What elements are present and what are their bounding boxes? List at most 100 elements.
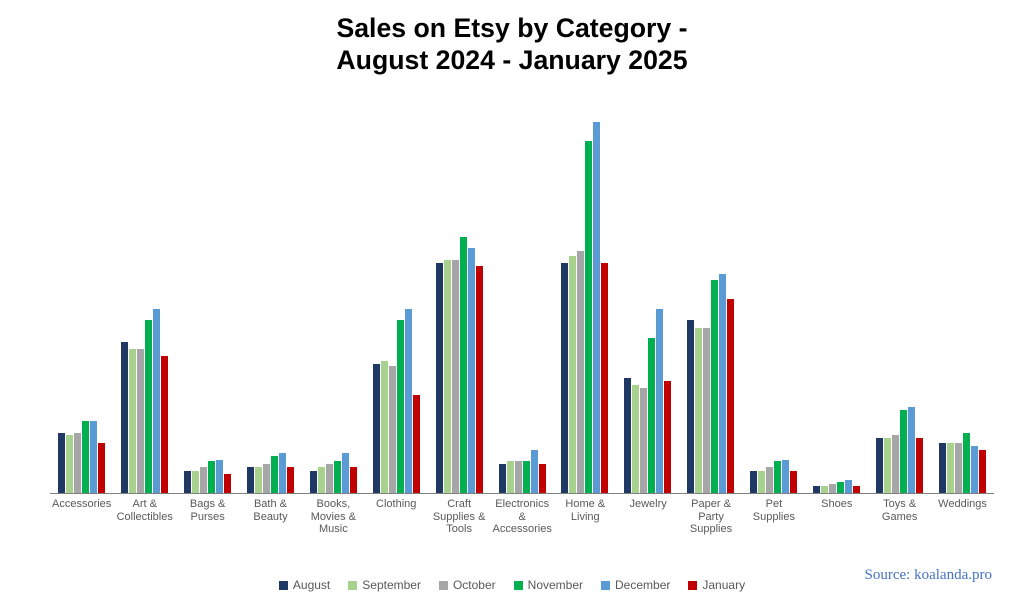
- bar-group: [113, 120, 176, 493]
- bar: [561, 263, 568, 493]
- bar: [381, 361, 388, 493]
- bar-group: [554, 120, 617, 493]
- x-axis-label: Craft Supplies & Tools: [428, 498, 491, 536]
- bar: [601, 263, 608, 493]
- bar-group: [50, 120, 113, 493]
- bar-group: [679, 120, 742, 493]
- legend-item: November: [514, 578, 583, 592]
- x-axis-label: Books, Movies & Music: [302, 498, 365, 536]
- legend-label: January: [702, 578, 745, 592]
- bars: [624, 120, 671, 493]
- bar: [216, 460, 223, 493]
- bar: [758, 471, 765, 493]
- bars: [310, 120, 357, 493]
- bar: [790, 471, 797, 493]
- bar: [656, 309, 663, 493]
- x-axis-label: Jewelry: [617, 498, 680, 536]
- legend-label: August: [293, 578, 330, 592]
- bar: [499, 464, 506, 493]
- x-axis-label: Art & Collectibles: [113, 498, 176, 536]
- bar: [145, 320, 152, 493]
- bar: [593, 122, 600, 493]
- bar: [766, 467, 773, 493]
- bar: [121, 342, 128, 493]
- bar: [569, 256, 576, 493]
- bar: [727, 299, 734, 493]
- bar: [908, 407, 915, 493]
- bars: [499, 120, 546, 493]
- legend-swatch: [439, 581, 448, 590]
- bar: [939, 443, 946, 493]
- bar: [719, 274, 726, 493]
- bars: [939, 120, 986, 493]
- bar: [821, 486, 828, 493]
- bar: [624, 378, 631, 493]
- bar: [585, 141, 592, 493]
- bar: [389, 366, 396, 493]
- bars: [58, 120, 105, 493]
- bar: [955, 443, 962, 493]
- x-axis-label: Shoes: [805, 498, 868, 536]
- legend-item: January: [688, 578, 745, 592]
- legend-label: December: [615, 578, 670, 592]
- bars: [436, 120, 483, 493]
- chart-title: Sales on Etsy by Category -August 2024 -…: [0, 12, 1024, 76]
- bar: [711, 280, 718, 493]
- x-axis-label: Home & Living: [554, 498, 617, 536]
- bars: [561, 120, 608, 493]
- bar: [648, 338, 655, 493]
- x-axis-label: Bath & Beauty: [239, 498, 302, 536]
- bar: [161, 356, 168, 493]
- bar: [74, 433, 81, 493]
- bar: [750, 471, 757, 493]
- bar: [247, 467, 254, 493]
- plot-area: [50, 120, 994, 494]
- bar-group: [931, 120, 994, 493]
- bar: [813, 486, 820, 493]
- legend-item: August: [279, 578, 330, 592]
- legend-label: October: [453, 578, 496, 592]
- bar: [342, 453, 349, 493]
- legend-item: September: [348, 578, 421, 592]
- bar: [318, 467, 325, 493]
- bar: [640, 388, 647, 493]
- bar: [90, 421, 97, 493]
- bars: [121, 120, 168, 493]
- legend-swatch: [601, 581, 610, 590]
- x-axis-label: Electronics & Accessories: [491, 498, 554, 536]
- bar: [397, 320, 404, 493]
- bar: [507, 461, 514, 493]
- bar: [66, 435, 73, 493]
- bar: [137, 349, 144, 493]
- bar: [892, 435, 899, 493]
- bar: [436, 263, 443, 493]
- bar-group: [302, 120, 365, 493]
- x-axis-label: Bags & Purses: [176, 498, 239, 536]
- bar-group: [491, 120, 554, 493]
- bar: [916, 438, 923, 493]
- x-axis-label: Pet Supplies: [742, 498, 805, 536]
- bar: [460, 237, 467, 493]
- legend-item: October: [439, 578, 496, 592]
- bar: [703, 328, 710, 493]
- bar: [774, 461, 781, 493]
- x-axis-label: Toys & Games: [868, 498, 931, 536]
- bar: [876, 438, 883, 493]
- bars: [373, 120, 420, 493]
- bar: [184, 471, 191, 493]
- bar: [539, 464, 546, 493]
- bar: [58, 433, 65, 493]
- x-axis-label: Clothing: [365, 498, 428, 536]
- bar: [853, 486, 860, 493]
- bar: [350, 467, 357, 493]
- legend-swatch: [688, 581, 697, 590]
- bar: [664, 381, 671, 493]
- bar: [900, 410, 907, 493]
- bar: [310, 471, 317, 493]
- bar: [695, 328, 702, 493]
- bars: [687, 120, 734, 493]
- legend-swatch: [514, 581, 523, 590]
- x-axis-label: Accessories: [50, 498, 113, 536]
- bar: [523, 461, 530, 493]
- bar-group: [428, 120, 491, 493]
